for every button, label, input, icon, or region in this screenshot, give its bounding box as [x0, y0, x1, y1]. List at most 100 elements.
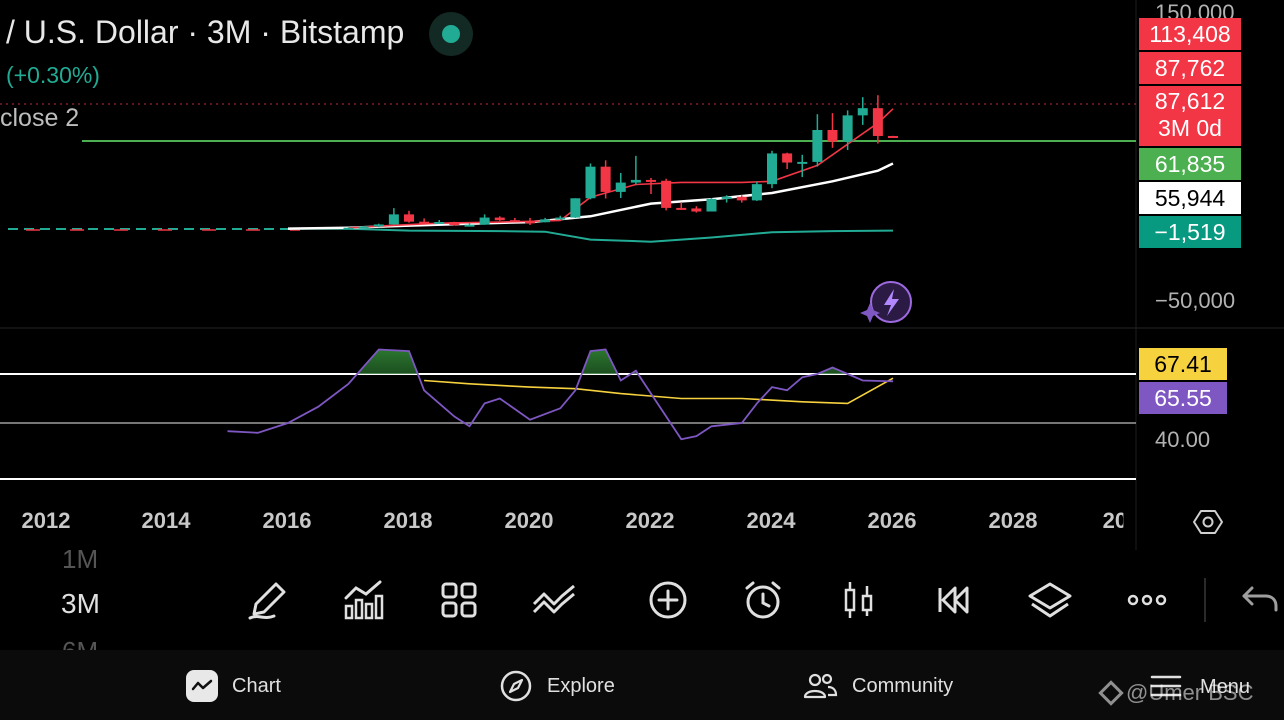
watermark: @Umer BSC — [1098, 680, 1254, 706]
replay-icon[interactable] — [933, 578, 977, 622]
layers-icon[interactable] — [1028, 578, 1072, 622]
price-tag-level: 61,835 — [1139, 148, 1241, 180]
time-label: 2028 — [988, 508, 1038, 533]
nav-menu-label[interactable]: Menu — [1200, 676, 1251, 698]
nav-community[interactable]: Community — [802, 670, 953, 702]
ma-white-line — [287, 162, 894, 230]
community-icon — [803, 673, 838, 699]
candle-body — [479, 217, 490, 225]
time-label: 2016 — [262, 508, 312, 533]
price-chart[interactable] — [0, 0, 1284, 550]
time-label: 203 — [1102, 508, 1140, 533]
price-tag-ma-white: 55,944 — [1139, 182, 1241, 214]
indicator-legend-label[interactable]: close 2 — [0, 104, 80, 132]
candle-body — [464, 224, 475, 227]
candle-body — [751, 184, 762, 201]
candle-body — [419, 221, 430, 224]
nav-menu[interactable] — [1150, 670, 1182, 702]
candle-body — [676, 207, 687, 210]
compass-icon — [500, 670, 532, 702]
price-tag-ma-teal: −1,519 — [1139, 216, 1241, 248]
candle-body — [767, 153, 777, 185]
binance-logo-icon — [1098, 680, 1124, 706]
candle-body — [646, 179, 656, 182]
toolbar-divider — [1204, 578, 1206, 622]
candle-body — [600, 166, 611, 192]
candle-body — [797, 161, 808, 164]
candle-body — [509, 220, 520, 223]
timeframe-selector[interactable]: 3M — [61, 588, 100, 619]
candle-body — [449, 222, 460, 226]
candle-body — [812, 129, 823, 162]
time-label: 2020 — [504, 508, 554, 533]
candle-body — [842, 115, 853, 142]
candle-body — [857, 108, 868, 116]
candle-body — [872, 108, 883, 136]
candle-body — [691, 208, 702, 212]
nav-community-label: Community — [852, 674, 954, 697]
candle-body — [706, 198, 717, 212]
rsi-ma-line — [424, 377, 894, 405]
alert-icon[interactable] — [741, 578, 785, 622]
candle-body — [494, 217, 505, 221]
candle-body — [555, 217, 566, 220]
candle-body — [615, 182, 626, 192]
layout-grid-icon[interactable] — [437, 578, 481, 622]
candle-style-icon[interactable] — [837, 578, 881, 622]
candle-body — [736, 196, 747, 201]
nav-chart[interactable]: Chart — [186, 670, 281, 702]
candle-body — [827, 129, 838, 142]
rsi-tag-value: 65.55 — [1139, 382, 1227, 414]
time-label: 2022 — [625, 508, 675, 533]
rsi-tag-ma: 67.41 — [1139, 348, 1227, 380]
time-label: 2024 — [746, 508, 796, 533]
candle-body — [661, 180, 672, 208]
timeframe-option-prev[interactable]: 1M — [62, 544, 99, 574]
price-tag-last: 87,612 — [1139, 86, 1241, 116]
rsi-axis-label: 40.00 — [1155, 427, 1211, 452]
candle-body — [388, 214, 399, 225]
candle-body — [525, 221, 535, 224]
symbol-title[interactable]: / U.S. Dollar · 3M · Bitstamp — [6, 14, 405, 50]
compare-icon[interactable] — [532, 578, 576, 622]
candle-body — [358, 226, 369, 229]
time-label: 2014 — [141, 508, 191, 533]
more-icon[interactable] — [1125, 578, 1169, 622]
market-status-indicator — [429, 12, 473, 56]
nav-explore[interactable]: Explore — [499, 670, 615, 702]
candle-body — [434, 222, 445, 225]
add-icon[interactable] — [646, 578, 690, 622]
nav-chart-label: Chart — [232, 674, 281, 697]
rsi-overbought-fill — [227, 349, 893, 374]
candle-body — [343, 227, 354, 230]
time-label: 2012 — [21, 508, 71, 533]
ma-teal-line — [287, 227, 894, 243]
candle-body — [540, 219, 551, 223]
candle-body — [630, 179, 641, 183]
price-tag-countdown: 3M 0d — [1139, 114, 1241, 146]
rsi-line — [227, 348, 894, 441]
candle-body — [570, 198, 581, 218]
watermark-text: @Umer BSC — [1126, 680, 1254, 705]
price-axis-label-bottom: −50,000 — [1155, 288, 1236, 313]
chart-icon — [186, 670, 218, 702]
candle-body — [721, 196, 732, 199]
time-label: 2026 — [867, 508, 917, 533]
price-tag-ma-red: 113,408 — [1139, 18, 1241, 50]
price-tag-prev-close: 87,762 — [1139, 52, 1241, 84]
candle-body — [404, 214, 414, 222]
time-label: 2018 — [383, 508, 433, 533]
candle-body — [585, 166, 596, 199]
draw-icon[interactable] — [246, 578, 290, 622]
candle-body — [888, 135, 898, 138]
chart-settings-icon[interactable] — [1193, 507, 1223, 537]
menu-icon — [1150, 675, 1182, 697]
price-change: (+0.30%) — [6, 62, 100, 88]
grid — [0, 0, 1284, 550]
candle-body — [782, 153, 793, 163]
ai-assistant-icon[interactable] — [860, 281, 912, 323]
nav-explore-label: Explore — [547, 674, 615, 697]
indicators-icon[interactable] — [342, 578, 386, 622]
undo-icon[interactable] — [1238, 578, 1282, 622]
rsi-pane — [0, 348, 1136, 480]
